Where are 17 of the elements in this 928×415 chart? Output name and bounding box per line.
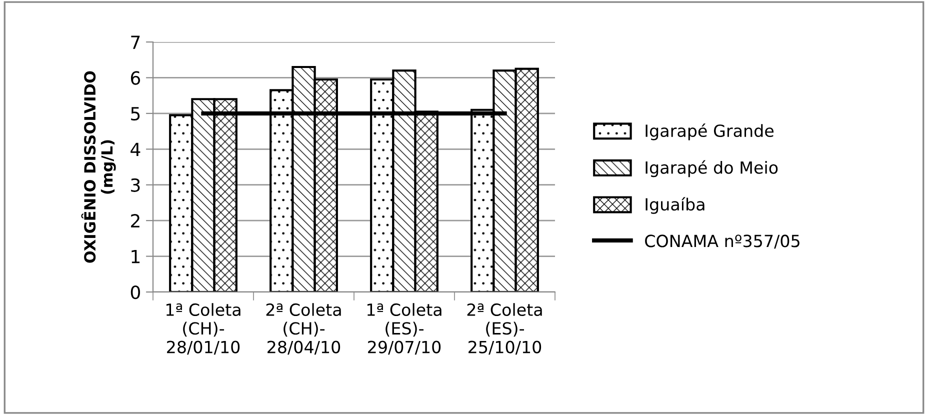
legend-label: Iguaíba — [646, 197, 704, 214]
legend-label: CONAMA nº357/05 — [645, 234, 800, 249]
y-tick-label: 0 — [130, 285, 140, 300]
y-tick-label: 1 — [132, 250, 140, 264]
y-tick-label: 3 — [131, 178, 140, 192]
y-tick-label: 2 — [131, 214, 140, 228]
x-tick-label: 2ª Coleta (ES)- 25/10/10 — [467, 303, 542, 355]
y-tick-label: 7 — [131, 36, 140, 49]
legend-label: Igarapé Grande — [646, 123, 774, 140]
x-tick-label: 2ª Coleta (CH)- 28/04/10 — [266, 303, 341, 355]
y-tick-label: 5 — [131, 107, 140, 121]
legend-label: Igarapé do Meio — [646, 160, 778, 178]
y-tick-label: 6 — [130, 71, 140, 85]
y-tick-label: 4 — [130, 142, 140, 156]
x-tick-label: 1ª Coleta (ES)- 29/07/10 — [367, 303, 442, 355]
y-axis-title: OXIGÊNIO DISSOLVIDO (mg/L) — [81, 71, 116, 263]
x-tick-label: 1ª Coleta (CH)- 28/01/10 — [166, 303, 240, 355]
